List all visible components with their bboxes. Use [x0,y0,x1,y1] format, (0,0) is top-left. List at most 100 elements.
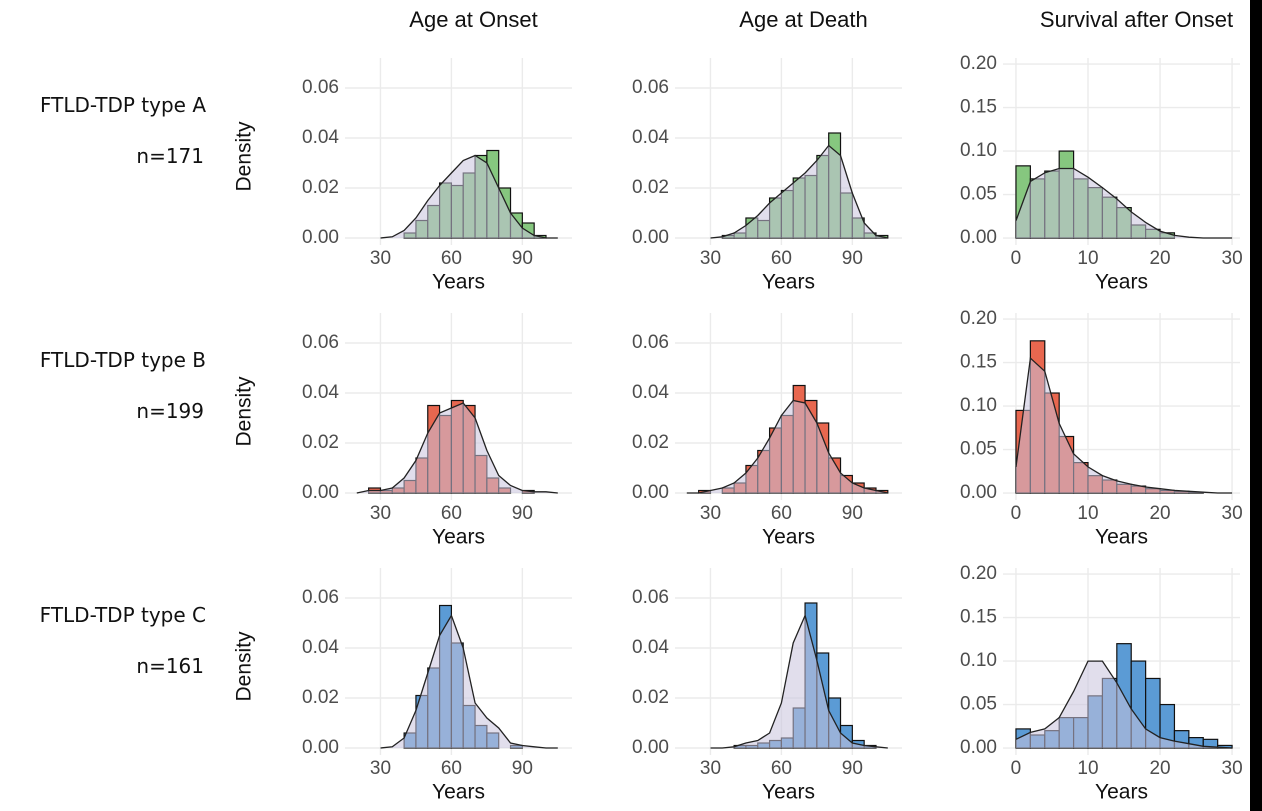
y-axis-title: Density [233,631,256,702]
x-axis-title: Years [1095,781,1148,804]
y-tick-label: 0.04 [632,127,669,148]
x-tick-label: 0 [1011,503,1022,524]
density-area [1016,168,1233,239]
x-tick-label: 10 [1077,503,1098,524]
x-tick-label: 10 [1077,758,1098,779]
x-axis-title: Years [762,271,815,294]
x-tick-label: 60 [771,248,792,269]
y-tick-label: 0.10 [960,650,997,671]
density-line [1015,167,1233,239]
x-tick-label: 30 [1222,248,1243,269]
y-tick-label: 0.06 [302,587,339,608]
row-label: FTLD-TDP type A [40,93,206,117]
y-tick-label: 0.04 [302,382,339,403]
y-tick-label: 0.20 [960,563,997,584]
density-area [1016,661,1233,749]
y-tick-label: 0.00 [960,227,997,248]
x-axis-title: Years [762,526,815,549]
row-n: n=199 [136,399,204,423]
y-tick-label: 0.00 [632,482,669,503]
y-tick-label: 0.05 [960,184,997,205]
y-tick-label: 0.02 [302,177,339,198]
density-line [380,154,558,239]
y-tick-label: 0.02 [302,687,339,708]
x-tick-label: 0 [1011,248,1022,269]
y-tick-label: 0.04 [632,637,669,658]
x-axis-title: Years [432,526,485,549]
y-tick-label: 0.00 [960,482,997,503]
y-tick-label: 0.15 [960,607,997,628]
y-tick-label: 0.00 [302,227,339,248]
x-tick-label: 20 [1149,503,1170,524]
density-line [380,613,558,749]
density-line [686,399,888,494]
column-title: Age at Death [739,7,867,32]
density-area [380,615,558,748]
y-tick-label: 0.02 [632,687,669,708]
x-tick-label: 60 [771,503,792,524]
column-title: Survival after Onset [1040,7,1233,32]
x-axis-title: Years [432,271,485,294]
x-tick-label: 30 [700,503,721,524]
y-tick-label: 0.06 [632,587,669,608]
row-label: FTLD-TDP type C [40,603,206,627]
density-area [710,145,888,238]
x-axis-title: Years [1095,271,1148,294]
y-tick-label: 0.06 [632,332,669,353]
y-tick-label: 0.10 [960,395,997,416]
x-tick-label: 30 [370,248,391,269]
x-tick-label: 20 [1149,248,1170,269]
y-tick-label: 0.15 [960,97,997,118]
y-tick-label: 0.00 [632,737,669,758]
y-axis-title: Density [233,121,256,192]
density-line [356,402,558,494]
y-tick-label: 0.06 [632,77,669,98]
x-tick-label: 90 [512,503,533,524]
y-tick-label: 0.10 [960,140,997,161]
y-axis-title: Density [233,376,256,447]
x-tick-label: 30 [700,758,721,779]
x-tick-label: 60 [441,758,462,779]
x-axis-title: Years [762,781,815,804]
x-tick-label: 30 [1222,758,1243,779]
row-n: n=171 [136,144,204,168]
y-tick-label: 0.02 [302,432,339,453]
y-tick-label: 0.15 [960,352,997,373]
x-tick-label: 60 [441,503,462,524]
density-line [1015,660,1233,749]
y-tick-label: 0.04 [302,637,339,658]
row-n: n=161 [136,654,204,678]
y-tick-label: 0.02 [632,177,669,198]
y-tick-label: 0.20 [960,53,997,74]
x-tick-label: 90 [842,248,863,269]
x-tick-label: 30 [1222,503,1243,524]
y-tick-label: 0.04 [632,382,669,403]
x-axis-title: Years [1095,526,1148,549]
x-tick-label: 90 [512,248,533,269]
x-tick-label: 60 [441,248,462,269]
x-tick-label: 60 [771,758,792,779]
x-tick-label: 30 [700,248,721,269]
x-tick-label: 30 [370,503,391,524]
density-line [1015,356,1233,494]
x-axis-title: Years [432,781,485,804]
y-tick-label: 0.05 [960,694,997,715]
density-area [710,615,888,748]
row-label: FTLD-TDP type B [40,348,206,372]
edge-bar [1250,0,1262,811]
x-tick-label: 20 [1149,758,1170,779]
column-title: Age at Onset [409,7,537,32]
y-tick-label: 0.02 [632,432,669,453]
y-tick-label: 0.00 [302,737,339,758]
density-area [356,403,558,493]
x-tick-label: 90 [842,758,863,779]
y-tick-label: 0.00 [960,737,997,758]
y-tick-label: 0.00 [302,482,339,503]
y-tick-label: 0.05 [960,439,997,460]
density-area [1016,358,1233,494]
y-tick-label: 0.06 [302,332,339,353]
x-tick-label: 0 [1011,758,1022,779]
y-tick-label: 0.20 [960,308,997,329]
density-area [686,400,888,493]
